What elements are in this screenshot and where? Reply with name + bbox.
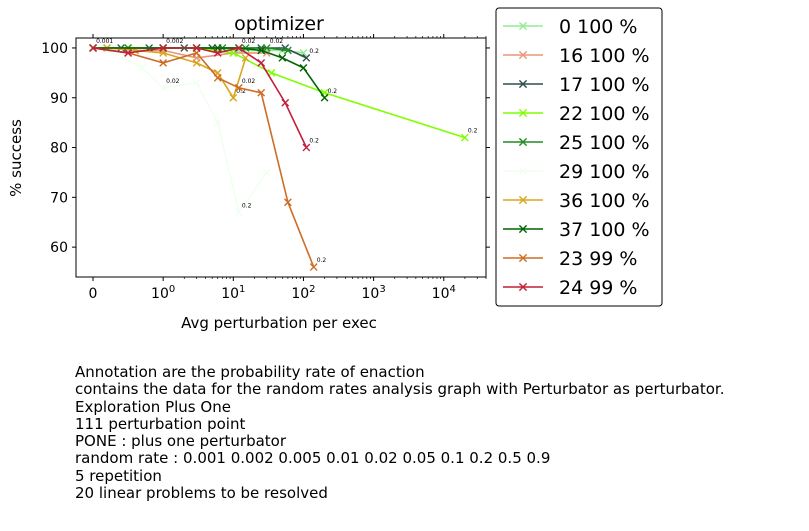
- point-annotation: 0.2: [236, 88, 246, 95]
- data-point: [89, 44, 97, 52]
- data-point: [229, 93, 238, 102]
- data-point: [460, 133, 469, 142]
- x-tick-label: 103: [362, 284, 386, 302]
- data-point: [262, 168, 271, 177]
- legend-label: 23 99 %: [559, 248, 638, 270]
- data-point: [213, 73, 222, 82]
- legend-label: 22 100 %: [559, 103, 650, 125]
- data-point: [284, 46, 292, 55]
- data-point: [234, 83, 243, 92]
- point-annotation: 0.2: [328, 88, 338, 95]
- data-point: [257, 59, 266, 67]
- y-tick-label: 60: [50, 240, 68, 256]
- legend: 0 100 % 16 100 % 17 100 % 22 100 % 25 100 % 2…: [495, 7, 663, 307]
- notes-block: Annotation are the probability rate of e…: [75, 363, 725, 503]
- y-axis-label: % success: [7, 119, 25, 197]
- point-annotation: 0.2: [309, 48, 319, 55]
- series-group: 0.02 0.2: [89, 44, 271, 217]
- data-point: [234, 208, 243, 217]
- point-annotation: 0.2: [317, 257, 327, 264]
- y-tick-label: 100: [41, 41, 68, 57]
- legend-swatch-marker: [518, 224, 528, 234]
- data-point: [192, 44, 201, 52]
- data-point: [192, 78, 201, 87]
- note-line: contains the data for the random rates a…: [75, 380, 725, 399]
- legend-swatch-marker: [518, 282, 528, 292]
- y-tick-label: 80: [50, 141, 68, 157]
- legend-swatch-marker: [518, 195, 528, 205]
- data-point: [257, 46, 266, 55]
- note-line: 5 repetition: [75, 466, 162, 485]
- point-annotation: 0.002: [166, 38, 183, 45]
- legend-label: 25 100 %: [559, 132, 650, 154]
- data-point: [278, 54, 287, 62]
- note-line: random rate : 0.001 0.002 0.005 0.01 0.0…: [75, 449, 551, 468]
- legend-swatch-marker: [518, 108, 528, 118]
- data-point: [257, 88, 266, 97]
- data-point: [320, 93, 329, 102]
- data-point: [124, 49, 132, 57]
- point-annotation: 0.02: [270, 38, 284, 45]
- legend-swatch-marker: [518, 79, 528, 89]
- legend-swatch-marker: [518, 21, 528, 31]
- note-line: Exploration Plus One: [75, 397, 231, 416]
- data-point: [309, 263, 318, 271]
- point-annotation: 0.001: [96, 38, 113, 45]
- y-tick-label: 70: [50, 190, 68, 206]
- plot-area: [75, 37, 487, 278]
- data-point: [192, 59, 201, 67]
- legend-frame: [495, 7, 663, 307]
- legend-label: 24 99 %: [559, 277, 638, 299]
- x-tick-label: 102: [291, 284, 315, 302]
- data-point: [299, 63, 308, 72]
- data-point: [234, 44, 243, 52]
- legend-swatch-marker: [518, 166, 528, 176]
- note-line: PONE : plus one perturbator: [75, 432, 287, 451]
- data-point: [284, 198, 292, 207]
- x-tick-label: 100: [151, 284, 175, 302]
- point-annotation: 0.2: [309, 138, 319, 145]
- point-annotation: 0.02: [242, 78, 256, 85]
- data-point: [213, 118, 222, 127]
- data-point: [213, 49, 222, 57]
- data-point: [138, 63, 147, 72]
- point-annotation: 0.2: [468, 128, 478, 135]
- note-line: Annotation are the probability rate of e…: [75, 363, 425, 381]
- x-axis-label: Avg perturbation per exec: [181, 314, 377, 332]
- data-point: [281, 98, 290, 107]
- point-annotation: 0.02: [166, 78, 180, 85]
- data-point: [159, 59, 168, 67]
- legend-label: 36 100 %: [559, 190, 650, 212]
- legend-label: 37 100 %: [559, 219, 650, 241]
- note-line: 20 linear problems to be resolved: [75, 484, 328, 503]
- x-tick-label: 0: [89, 286, 98, 302]
- legend-swatch-marker: [518, 137, 528, 147]
- point-annotation: 0.2: [242, 202, 252, 209]
- x-tick-label: 104: [432, 284, 456, 302]
- y-tick-label: 90: [50, 91, 68, 107]
- data-point: [159, 44, 168, 52]
- legend-label: 0 100 %: [559, 16, 638, 38]
- legend-swatch-marker: [518, 253, 528, 263]
- legend-label: 29 100 %: [559, 161, 650, 183]
- data-point: [302, 143, 311, 152]
- series-line: [92, 47, 268, 215]
- legend-swatch-marker: [518, 50, 528, 60]
- data-point: [262, 44, 271, 52]
- data-point: [159, 83, 168, 92]
- data-point: [241, 54, 250, 62]
- axis-layer: 0 100 101 102 103 104 60 70 80 90 100: [41, 34, 490, 302]
- point-annotation: 0.02: [242, 38, 256, 45]
- x-tick-label: 101: [221, 284, 245, 302]
- legend-label: 17 100 %: [559, 74, 650, 96]
- series-group: 0.002 0.02 0.2: [89, 38, 319, 152]
- legend-label: 16 100 %: [559, 45, 650, 67]
- chart-title: optimizer: [234, 13, 324, 35]
- data-point: [302, 54, 311, 62]
- note-line: 111 perturbation point: [75, 414, 246, 433]
